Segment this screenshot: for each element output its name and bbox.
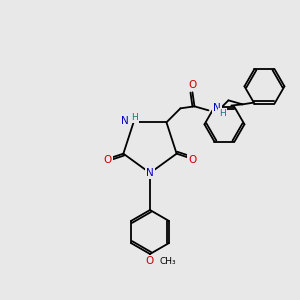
- Text: N: N: [146, 168, 154, 178]
- Text: O: O: [188, 155, 197, 165]
- Text: H: H: [219, 109, 226, 118]
- Text: O: O: [146, 256, 154, 266]
- Text: N: N: [214, 103, 221, 113]
- Text: CH₃: CH₃: [160, 256, 177, 266]
- Text: O: O: [103, 155, 112, 165]
- Text: N: N: [121, 116, 128, 126]
- Text: O: O: [188, 80, 196, 90]
- Text: H: H: [131, 113, 138, 122]
